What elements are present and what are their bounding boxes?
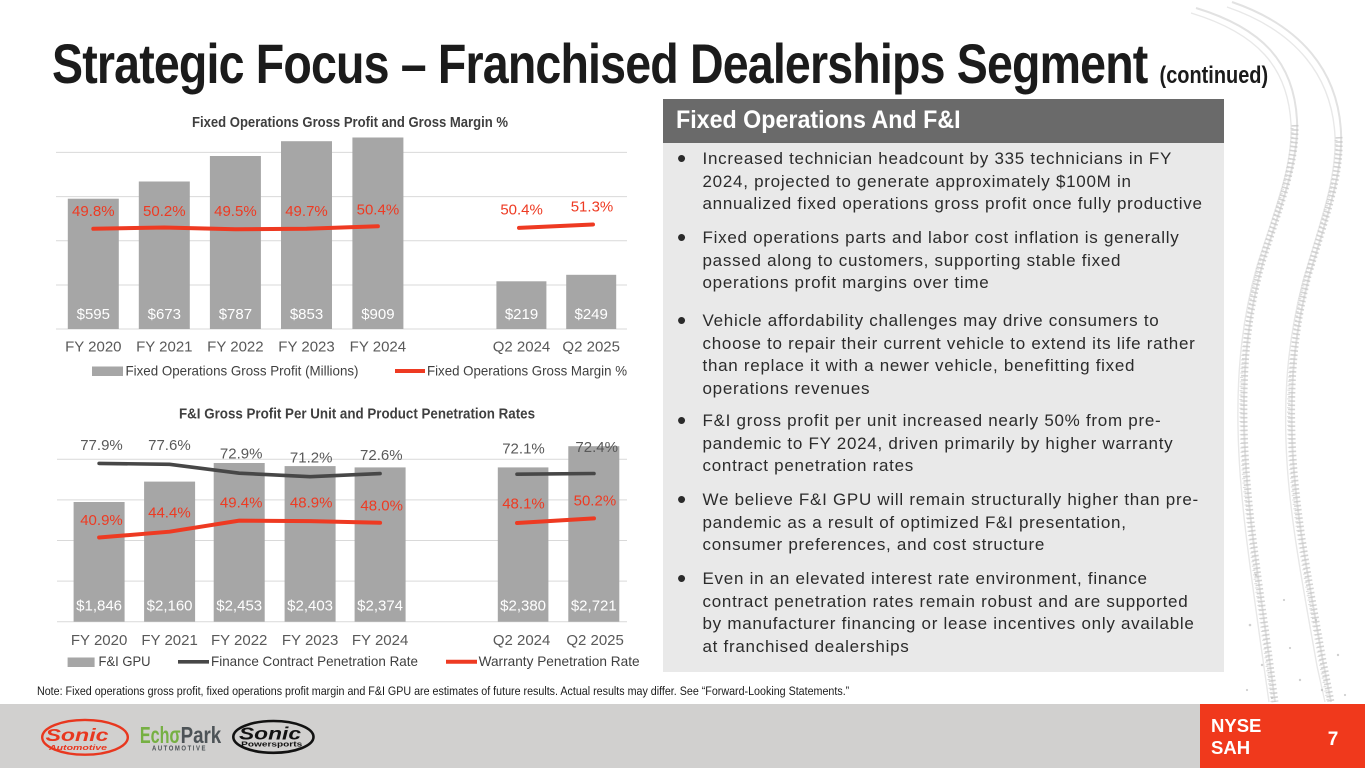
svg-text:$673: $673 bbox=[148, 306, 181, 323]
svg-text:Echσ: Echσ bbox=[140, 722, 181, 748]
svg-text:50.4%: 50.4% bbox=[357, 202, 400, 219]
svg-text:$2,453: $2,453 bbox=[216, 598, 262, 615]
svg-text:$1,846: $1,846 bbox=[76, 598, 122, 615]
svg-text:$2,721: $2,721 bbox=[571, 598, 617, 615]
svg-text:Fixed Operations Gross Profit: Fixed Operations Gross Profit (Millions) bbox=[126, 363, 359, 379]
svg-text:40.9%: 40.9% bbox=[80, 512, 123, 529]
svg-text:Q2 2025: Q2 2025 bbox=[562, 339, 620, 356]
svg-text:$595: $595 bbox=[77, 306, 110, 323]
svg-text:77.6%: 77.6% bbox=[148, 437, 191, 454]
svg-text:48.1%: 48.1% bbox=[502, 495, 545, 512]
svg-text:Q2 2024: Q2 2024 bbox=[493, 339, 551, 356]
svg-text:Q2 2025: Q2 2025 bbox=[566, 632, 624, 649]
svg-text:FY 2024: FY 2024 bbox=[352, 632, 408, 649]
svg-text:$909: $909 bbox=[361, 306, 394, 323]
svg-text:$787: $787 bbox=[219, 306, 252, 323]
svg-text:FY 2021: FY 2021 bbox=[136, 339, 192, 356]
svg-text:72.9%: 72.9% bbox=[220, 446, 263, 463]
svg-text:50.4%: 50.4% bbox=[500, 201, 543, 218]
svg-text:51.3%: 51.3% bbox=[571, 198, 614, 215]
svg-text:72.1%: 72.1% bbox=[502, 440, 545, 457]
svg-text:Park: Park bbox=[181, 722, 222, 748]
svg-text:FY 2023: FY 2023 bbox=[282, 632, 338, 649]
svg-text:FY 2021: FY 2021 bbox=[141, 632, 197, 649]
svg-text:FY 2023: FY 2023 bbox=[278, 339, 334, 356]
svg-text:50.2%: 50.2% bbox=[143, 203, 186, 220]
svg-text:49.5%: 49.5% bbox=[214, 203, 257, 220]
svg-text:Q2 2024: Q2 2024 bbox=[493, 632, 551, 649]
svg-text:FY 2020: FY 2020 bbox=[71, 632, 127, 649]
svg-text:Fixed Operations Gross Margin: Fixed Operations Gross Margin % bbox=[427, 363, 627, 379]
svg-text:Warranty Penetration Rate: Warranty Penetration Rate bbox=[479, 653, 640, 669]
svg-text:FY 2022: FY 2022 bbox=[211, 632, 267, 649]
svg-text:Sonic: Sonic bbox=[239, 724, 301, 744]
svg-text:$2,380: $2,380 bbox=[500, 598, 546, 615]
svg-text:$2,403: $2,403 bbox=[287, 598, 333, 615]
svg-text:49.8%: 49.8% bbox=[72, 203, 115, 220]
svg-text:72.4%: 72.4% bbox=[575, 439, 618, 456]
svg-text:F&I Gross Profit Per Unit and: F&I Gross Profit Per Unit and Product Pe… bbox=[179, 406, 535, 423]
svg-text:48.9%: 48.9% bbox=[290, 495, 333, 512]
svg-text:$249: $249 bbox=[575, 306, 608, 323]
svg-text:Automotive: Automotive bbox=[48, 743, 107, 752]
svg-text:F&I GPU: F&I GPU bbox=[99, 653, 151, 669]
svg-text:71.2%: 71.2% bbox=[290, 449, 333, 466]
svg-text:$2,160: $2,160 bbox=[147, 598, 193, 615]
svg-text:72.6%: 72.6% bbox=[360, 447, 403, 464]
svg-text:$2,374: $2,374 bbox=[357, 598, 403, 615]
svg-text:Sonic: Sonic bbox=[46, 725, 109, 745]
svg-text:49.7%: 49.7% bbox=[285, 203, 328, 220]
svg-text:FY 2020: FY 2020 bbox=[65, 339, 121, 356]
svg-text:50.2%: 50.2% bbox=[574, 492, 617, 509]
svg-text:Finance Contract Penetration R: Finance Contract Penetration Rate bbox=[211, 653, 418, 669]
svg-text:49.4%: 49.4% bbox=[220, 495, 263, 512]
svg-text:$853: $853 bbox=[290, 306, 323, 323]
svg-text:AUTOMOTIVE: AUTOMOTIVE bbox=[152, 746, 207, 753]
svg-text:44.4%: 44.4% bbox=[148, 504, 191, 521]
svg-text:Fixed Operations Gross Profit: Fixed Operations Gross Profit and Gross … bbox=[192, 114, 508, 131]
svg-text:$219: $219 bbox=[505, 306, 538, 323]
svg-text:FY 2022: FY 2022 bbox=[207, 339, 263, 356]
svg-text:FY 2024: FY 2024 bbox=[350, 339, 406, 356]
svg-text:Powersports: Powersports bbox=[241, 740, 302, 749]
svg-text:77.9%: 77.9% bbox=[80, 437, 123, 454]
svg-text:48.0%: 48.0% bbox=[360, 498, 403, 515]
